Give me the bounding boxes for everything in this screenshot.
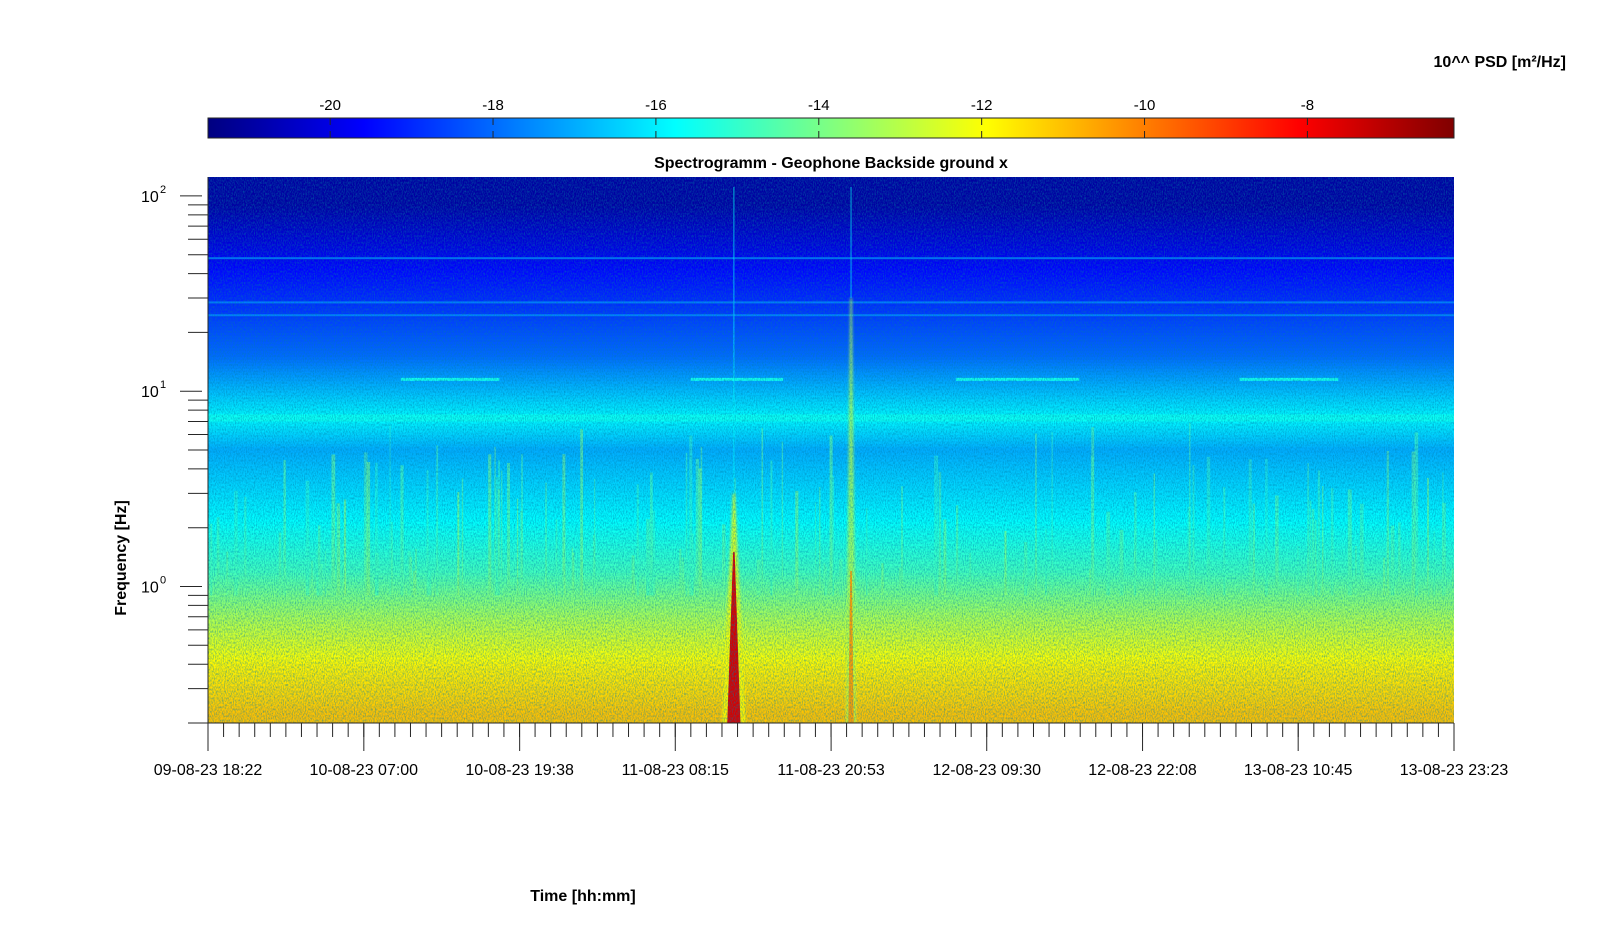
y-axis-label: Frequency [Hz]	[113, 500, 130, 616]
chart-title: Spectrogramm - Geophone Backside ground …	[654, 155, 1008, 172]
y-tick-exponent: 0	[160, 575, 166, 587]
y-tick-exponent: 2	[160, 184, 166, 196]
colorbar-tick-label: -20	[319, 97, 341, 114]
heatmap-noise-texture	[208, 177, 1454, 723]
colorbar-label: 10^^ PSD [m²/Hz]	[1434, 54, 1566, 71]
x-tick-label: 10-08-23 07:00	[310, 762, 419, 779]
colorbar-tick-label: -10	[1134, 97, 1156, 114]
colorbar-tick-label: -8	[1301, 97, 1314, 114]
x-tick-label: 12-08-23 09:30	[932, 762, 1041, 779]
colorbar-tick-label: -12	[971, 97, 993, 114]
y-tick-exponent: 1	[160, 379, 166, 391]
colorbar-ticks: -20 -18 -16 -14 -12 -10 -8	[319, 97, 1314, 138]
x-tick-label: 11-08-23 08:15	[622, 762, 729, 779]
x-tick-label: 11-08-23 20:53	[777, 762, 884, 779]
y-tick-label: 10	[141, 384, 159, 401]
x-tick-label: 09-08-23 18:22	[154, 762, 263, 779]
colorbar-tick-label: -14	[808, 97, 830, 114]
colorbar-tick-label: -16	[645, 97, 667, 114]
x-axis-label: Time [hh:mm]	[530, 888, 635, 905]
x-axis: 09-08-23 18:22 10-08-23 07:00 10-08-23 19:…	[154, 722, 1509, 779]
colorbar-tick-label: -18	[482, 97, 504, 114]
x-tick-label: 10-08-23 19:38	[465, 762, 574, 779]
x-tick-label: 13-08-23 10:45	[1244, 762, 1353, 779]
heatmap-plot-area	[208, 177, 1454, 723]
colorbar-gradient	[207, 117, 1455, 139]
x-tick-label: 12-08-23 22:08	[1088, 762, 1197, 779]
y-tick-label: 10	[141, 580, 159, 597]
colorbar: -20 -18 -16 -14 -12 -10 -8 10^^ PSD [m²/Hz]	[207, 54, 1566, 139]
y-tick-label: 10	[141, 189, 159, 206]
x-tick-label: 13-08-23 23:23	[1400, 762, 1509, 779]
